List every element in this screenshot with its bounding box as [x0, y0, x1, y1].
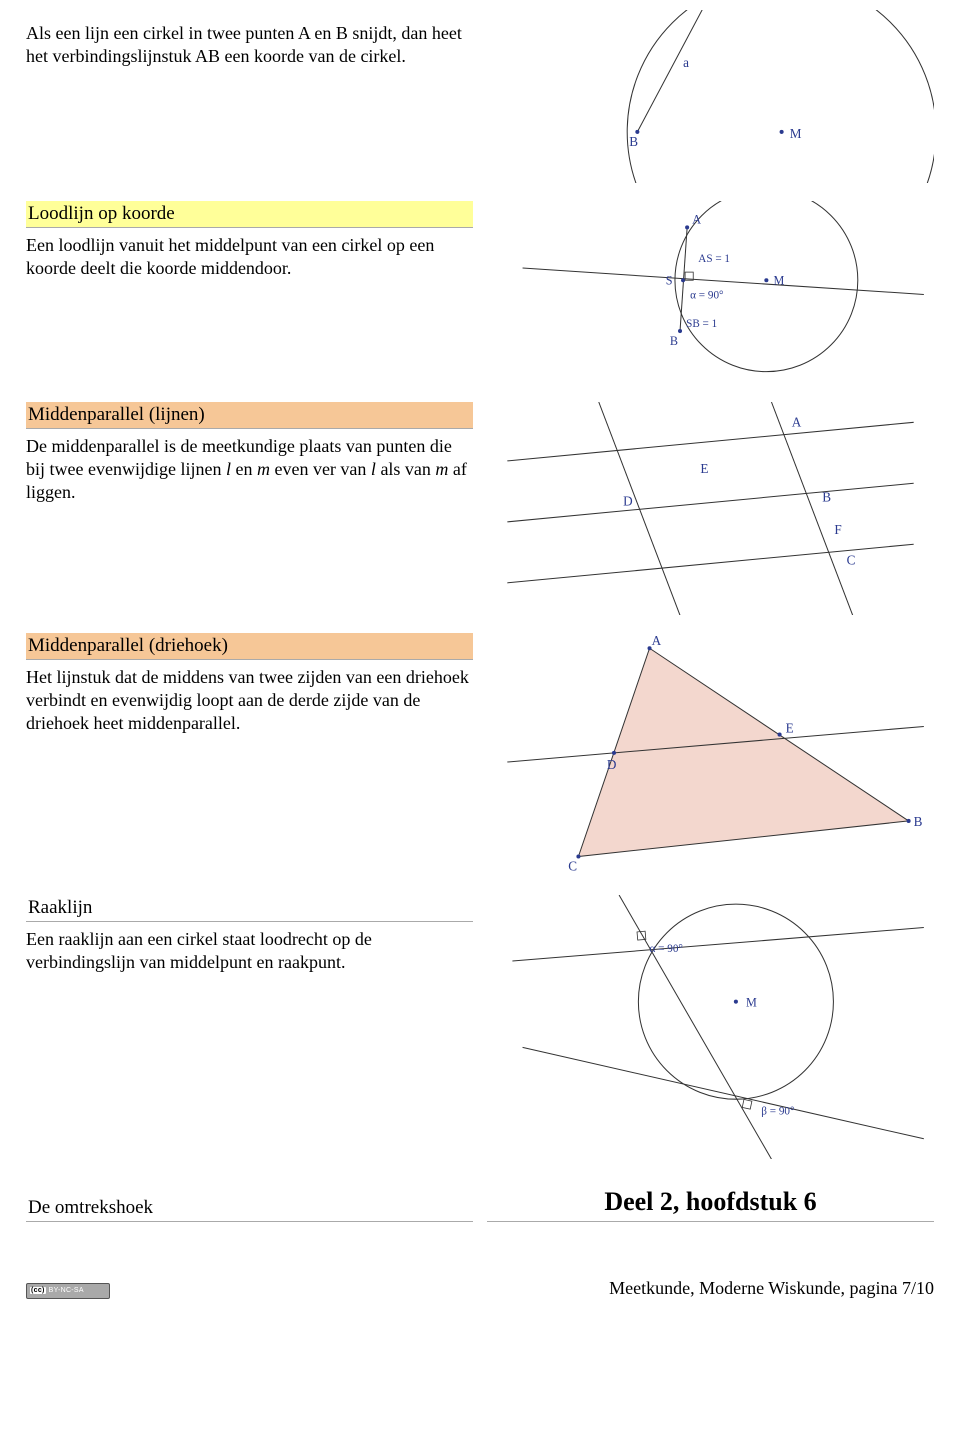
koorde-text-cell: Als een lijn een cirkel in twee punten A…: [26, 18, 473, 68]
mp-lijnen-mid2: even ver van: [270, 459, 371, 479]
cc-icon: (cc): [30, 1287, 46, 1294]
row-mp-lijnen: Middenparallel (lijnen) De middenparalle…: [26, 402, 934, 615]
koorde-label-b-point: B: [629, 134, 638, 149]
loodlijn-label-b: B: [670, 334, 678, 348]
raaklijn-label-alpha: α = 90°: [650, 943, 683, 955]
raaklijn-label-m: M: [746, 995, 757, 1009]
mp-driehoek-body: Het lijnstuk dat de middens van twee zij…: [26, 666, 473, 735]
raaklijn-text-cell: Raaklijn Een raaklijn aan een cirkel sta…: [26, 895, 473, 974]
raaklijn-heading: Raaklijn: [26, 895, 473, 922]
raaklijn-body: Een raaklijn aan een cirkel staat loodre…: [26, 928, 473, 974]
mp-lijnen-label-b: B: [822, 489, 831, 504]
license-text: BY-NC-SA: [49, 1287, 84, 1294]
mp-lijnen-mid: en: [231, 459, 257, 479]
mp-driehoek-heading: Middenparallel (driehoek): [26, 633, 473, 660]
koorde-svg: A B M a: [487, 10, 934, 183]
row-loodlijn: Loodlijn op koorde Een loodlijn vanuit h…: [26, 201, 934, 384]
mp-lijnen-figure: A B C D E F: [487, 402, 934, 615]
mp-lijnen-label-a: A: [792, 414, 802, 429]
license-badge: (cc) BY-NC-SA: [26, 1283, 110, 1299]
loodlijn-label-a: A: [692, 212, 701, 226]
row-koorde: Als een lijn een cirkel in twee punten A…: [26, 18, 934, 183]
mp-lijnen-label-d: D: [623, 493, 633, 508]
mp-lijnen-text-cell: Middenparallel (lijnen) De middenparalle…: [26, 402, 473, 504]
mp-lijnen-label-e: E: [700, 461, 708, 476]
loodlijn-label-sb: SB = 1: [686, 318, 717, 330]
koorde-label-m-point: M: [790, 126, 802, 141]
mp-lijnen-label-f: F: [834, 522, 841, 537]
mp-driehoek-label-c: C: [568, 859, 577, 874]
mp-driehoek-text-cell: Middenparallel (driehoek) Het lijnstuk d…: [26, 633, 473, 735]
row-mp-driehoek: Middenparallel (driehoek) Het lijnstuk d…: [26, 633, 934, 877]
mp-lijnen-mid3: als van: [376, 459, 435, 479]
mp-lijnen-m2: m: [435, 459, 448, 479]
loodlijn-figure: A S M B AS = 1 α = 90° SB = 1: [487, 201, 934, 384]
page: Als een lijn een cirkel in twee punten A…: [0, 0, 960, 1329]
loodlijn-body: Een loodlijn vanuit het middelpunt van e…: [26, 234, 473, 280]
loodlijn-heading: Loodlijn op koorde: [26, 201, 473, 228]
omtrekshoek-heading: De omtrekshoek: [26, 1195, 473, 1222]
loodlijn-label-as: AS = 1: [698, 253, 730, 265]
koorde-label-a-line: a: [683, 55, 689, 70]
chapter-title: Deel 2, hoofdstuk 6: [487, 1187, 934, 1222]
koorde-body: Als een lijn een cirkel in twee punten A…: [26, 22, 473, 68]
loodlijn-label-m: M: [773, 273, 784, 287]
mp-driehoek-figure: A B C D E: [487, 633, 934, 877]
mp-lijnen-body: De middenparallel is de meetkundige plaa…: [26, 435, 473, 504]
mp-driehoek-label-e: E: [786, 720, 794, 735]
mp-lijnen-m: m: [257, 459, 270, 479]
mp-lijnen-heading: Middenparallel (lijnen): [26, 402, 473, 429]
mp-driehoek-label-a: A: [652, 633, 662, 648]
koorde-figure: A B M a: [487, 10, 934, 183]
loodlijn-text-cell: Loodlijn op koorde Een loodlijn vanuit h…: [26, 201, 473, 280]
mp-lijnen-svg: A B C D E F: [487, 402, 934, 615]
mp-driehoek-label-b: B: [914, 814, 923, 829]
raaklijn-figure: M α = 90° β = 90°: [487, 895, 934, 1159]
raaklijn-svg: M α = 90° β = 90°: [487, 895, 934, 1159]
mp-driehoek-svg: A B C D E: [487, 633, 934, 877]
chapter-row: De omtrekshoek Deel 2, hoofdstuk 6: [26, 1187, 934, 1222]
mp-driehoek-label-d: D: [607, 757, 617, 772]
row-raaklijn: Raaklijn Een raaklijn aan een cirkel sta…: [26, 895, 934, 1159]
loodlijn-label-alpha: α = 90°: [690, 289, 723, 301]
mp-lijnen-label-c: C: [847, 552, 856, 567]
loodlijn-label-s: S: [666, 273, 673, 287]
raaklijn-label-beta: β = 90°: [761, 1105, 794, 1117]
loodlijn-svg: A S M B AS = 1 α = 90° SB = 1: [487, 201, 934, 384]
page-number: Meetkunde, Moderne Wiskunde, pagina 7/10: [609, 1278, 934, 1299]
page-footer: (cc) BY-NC-SA Meetkunde, Moderne Wiskund…: [26, 1278, 934, 1305]
